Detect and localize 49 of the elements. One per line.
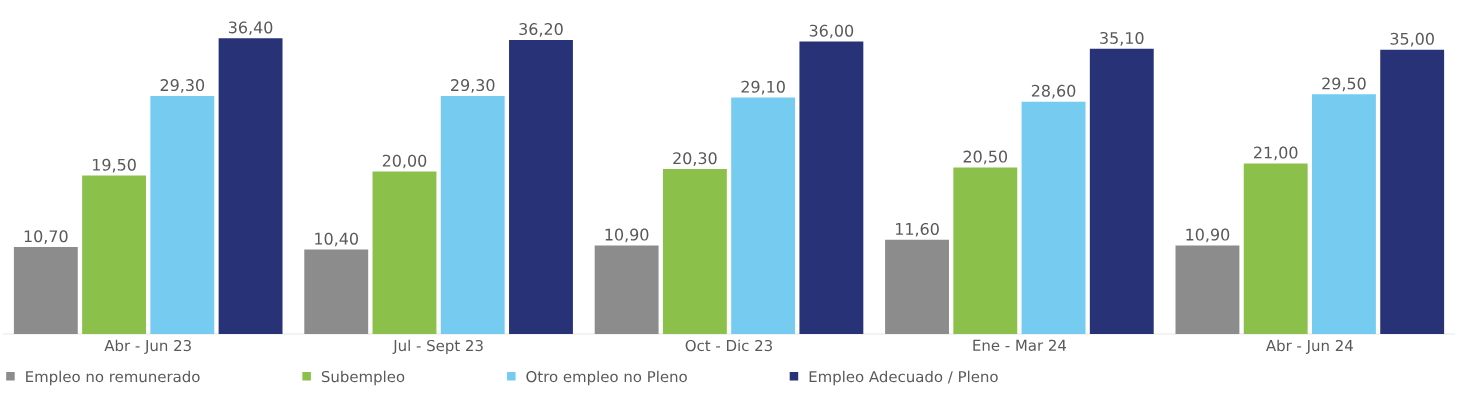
- data-label: 11,60: [895, 222, 939, 237]
- bar: [1311, 94, 1376, 334]
- data-label: 10,40: [315, 232, 358, 247]
- data-label: 28,60: [1031, 84, 1076, 99]
- x-tick-label: Abr - Jun 24: [1265, 339, 1353, 354]
- bar: [731, 97, 796, 334]
- bar: [1021, 101, 1086, 334]
- legend-label: Otro empleo no Pleno: [526, 370, 687, 386]
- bar: [1175, 245, 1240, 334]
- bar: [1380, 49, 1445, 334]
- data-label: 36,00: [809, 24, 854, 39]
- x-tick-label: Abr - Jun 23: [104, 339, 191, 354]
- data-label: 20,50: [963, 150, 1008, 165]
- data-label: 29,30: [451, 79, 495, 93]
- data-label: 36,40: [228, 21, 273, 36]
- bar: [662, 169, 727, 334]
- bar: [440, 95, 505, 334]
- bar: [82, 175, 147, 334]
- bar: [1089, 48, 1154, 334]
- bar: [1243, 163, 1308, 334]
- legend-label: Empleo Adecuado / Pleno: [809, 370, 998, 386]
- data-label: 20,30: [673, 152, 717, 166]
- data-label: 19,50: [93, 158, 136, 173]
- bar: [304, 249, 369, 334]
- bar: [372, 171, 437, 334]
- data-label: 29,10: [741, 80, 785, 95]
- bar: [799, 41, 864, 334]
- bar: [13, 247, 78, 334]
- legend-label: Empleo no remunerado: [26, 370, 200, 386]
- data-label: 20,00: [382, 154, 427, 169]
- data-label: 35,00: [1390, 32, 1434, 47]
- bar: [150, 95, 215, 334]
- bar: [509, 39, 573, 334]
- bar: [885, 239, 949, 334]
- data-label: 29,50: [1322, 77, 1366, 92]
- data-label: 10,70: [24, 230, 68, 244]
- data-label: 10,90: [605, 228, 649, 243]
- x-tick-label: Ene - Mar 24: [973, 339, 1067, 351]
- bar: [218, 38, 283, 334]
- x-tick-label: Oct - Dic 23: [685, 339, 772, 352]
- data-label: 29,30: [160, 79, 205, 93]
- data-label: 10,90: [1186, 228, 1230, 243]
- bar: [953, 167, 1018, 334]
- data-label: 21,00: [1254, 146, 1298, 161]
- x-tick-label: Jul - Sept 23: [392, 339, 483, 355]
- data-label: 36,20: [519, 23, 563, 37]
- data-label: 35,10: [1100, 31, 1144, 46]
- bar: [594, 245, 659, 334]
- legend-label: Subempleo: [321, 370, 405, 386]
